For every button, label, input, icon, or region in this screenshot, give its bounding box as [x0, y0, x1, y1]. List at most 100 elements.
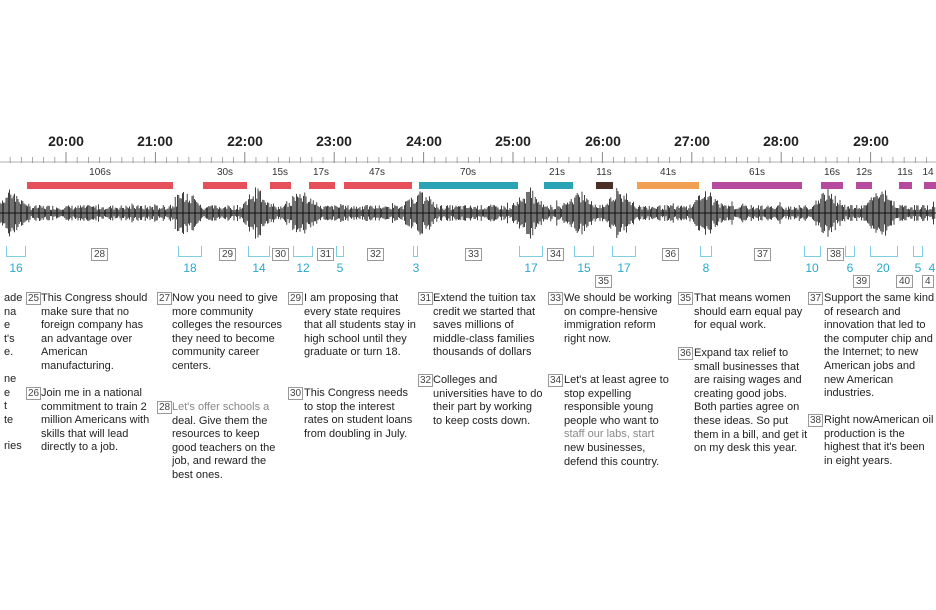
- time-label: 24:00: [406, 133, 442, 149]
- duration-label: 61s: [748, 167, 766, 178]
- applause-bracket: [804, 246, 821, 257]
- applause-count: 5: [336, 261, 344, 275]
- applause-count: 20: [876, 261, 890, 275]
- applause-segment: [419, 182, 518, 189]
- applause-count: 8: [702, 261, 710, 275]
- text-column-clipped: ade na e t's e. ne e t te ries: [4, 292, 23, 453]
- applause-bracket: [248, 246, 270, 257]
- paragraph-text: I am proposing that every state requires…: [304, 292, 416, 359]
- applause-segment: [203, 182, 247, 189]
- duration-label: 12s: [855, 167, 873, 178]
- applause-segment: [596, 182, 613, 189]
- applause-bracket: [845, 246, 855, 257]
- paragraph-marker: 4: [922, 275, 934, 288]
- paragraph-number: 38: [808, 414, 824, 427]
- paragraph-number: 28: [157, 401, 173, 414]
- applause-segment: [899, 182, 912, 189]
- paragraph-number: 29: [288, 292, 304, 305]
- paragraph-number: 33: [548, 292, 564, 305]
- paragraph-marker: 35: [595, 275, 613, 288]
- paragraph-number: 35: [678, 292, 694, 305]
- time-label: 28:00: [763, 133, 799, 149]
- applause-count: 6: [846, 261, 854, 275]
- time-label: 29:00: [853, 133, 889, 149]
- paragraph-text: This Congress should make sure that no f…: [41, 292, 148, 372]
- paragraph-text: Extend the tuition tax credit we started…: [433, 292, 536, 359]
- paragraph-text: Let's offer schools a deal. Give them th…: [172, 401, 276, 481]
- applause-count: 17: [617, 261, 631, 275]
- paragraph-marker: 40: [896, 275, 914, 288]
- applause-count: 18: [183, 261, 197, 275]
- duration-label: 16s: [823, 167, 841, 178]
- paragraph-number: 25: [26, 292, 42, 305]
- applause-segment: [637, 182, 699, 189]
- applause-bracket: [178, 246, 202, 257]
- duration-label: 30s: [216, 167, 234, 178]
- applause-segment: [544, 182, 573, 189]
- paragraph-text: Join me in a national commitment to trai…: [41, 387, 150, 454]
- time-label: 21:00: [137, 133, 173, 149]
- applause-bracket: [413, 246, 418, 257]
- applause-bracket: [574, 246, 594, 257]
- paragraph-marker: 34: [547, 248, 565, 261]
- time-label: 23:00: [316, 133, 352, 149]
- applause-segment: [27, 182, 173, 189]
- paragraph-text: Let's at least agree to stop expelling r…: [564, 374, 669, 468]
- time-label: 22:00: [227, 133, 263, 149]
- duration-label: 15s: [271, 167, 289, 178]
- duration-label: 70s: [459, 167, 477, 178]
- applause-count: 17: [524, 261, 538, 275]
- applause-bracket: [336, 246, 344, 257]
- paragraph-marker: 37: [754, 248, 772, 261]
- duration-label: 21s: [548, 167, 566, 178]
- paragraph-number: 27: [157, 292, 173, 305]
- applause-bracket: [612, 246, 636, 257]
- paragraph-marker: 31: [317, 248, 335, 261]
- duration-label: 47s: [368, 167, 386, 178]
- applause-bracket: [6, 246, 26, 257]
- duration-label: 106s: [89, 167, 111, 178]
- applause-bracket: [913, 246, 923, 257]
- paragraph-number: 31: [418, 292, 434, 305]
- paragraph-marker: 28: [91, 248, 109, 261]
- duration-label: 11s: [897, 167, 913, 178]
- applause-count: 16: [9, 261, 23, 275]
- duration-label: 11s: [596, 167, 612, 178]
- applause-count: 3: [412, 261, 420, 275]
- paragraph-marker: 29: [219, 248, 237, 261]
- paragraph-marker: 33: [465, 248, 483, 261]
- paragraph-number: 34: [548, 374, 564, 387]
- time-label: 20:00: [48, 133, 84, 149]
- paragraph-marker: 38: [827, 248, 845, 261]
- applause-segment: [270, 182, 291, 189]
- applause-segment: [712, 182, 802, 189]
- duration-label: 41s: [659, 167, 677, 178]
- duration-label: 17s: [312, 167, 330, 178]
- time-label: 27:00: [674, 133, 710, 149]
- paragraph-text: Right nowAmerican oil production is the …: [824, 414, 934, 467]
- paragraph-text: This Congress needs to stop the interest…: [304, 387, 413, 440]
- applause-bracket: [293, 246, 313, 257]
- paragraph-number: 30: [288, 387, 304, 400]
- time-label: 25:00: [495, 133, 531, 149]
- applause-bracket: [519, 246, 543, 257]
- paragraph-text: Colleges and universities have to do the…: [433, 374, 543, 427]
- applause-bracket: [870, 246, 898, 257]
- paragraph-text: That means women should earn equal pay f…: [694, 292, 803, 332]
- paragraph-text: Now you need to give more community coll…: [172, 292, 283, 372]
- applause-count: 5: [914, 261, 922, 275]
- paragraph-text: Support the same kind of research and in…: [824, 292, 935, 400]
- applause-segment: [856, 182, 872, 189]
- paragraph-marker: 39: [853, 275, 871, 288]
- applause-count: 15: [577, 261, 591, 275]
- paragraph-text: We should be working on compre-hensive i…: [564, 292, 673, 345]
- paragraph-marker: 36: [662, 248, 680, 261]
- applause-segment: [924, 182, 936, 189]
- applause-bracket: [700, 246, 712, 257]
- duration-label: 14: [922, 167, 934, 178]
- applause-segment: [344, 182, 412, 189]
- applause-count: 10: [805, 261, 819, 275]
- applause-count: 14: [252, 261, 266, 275]
